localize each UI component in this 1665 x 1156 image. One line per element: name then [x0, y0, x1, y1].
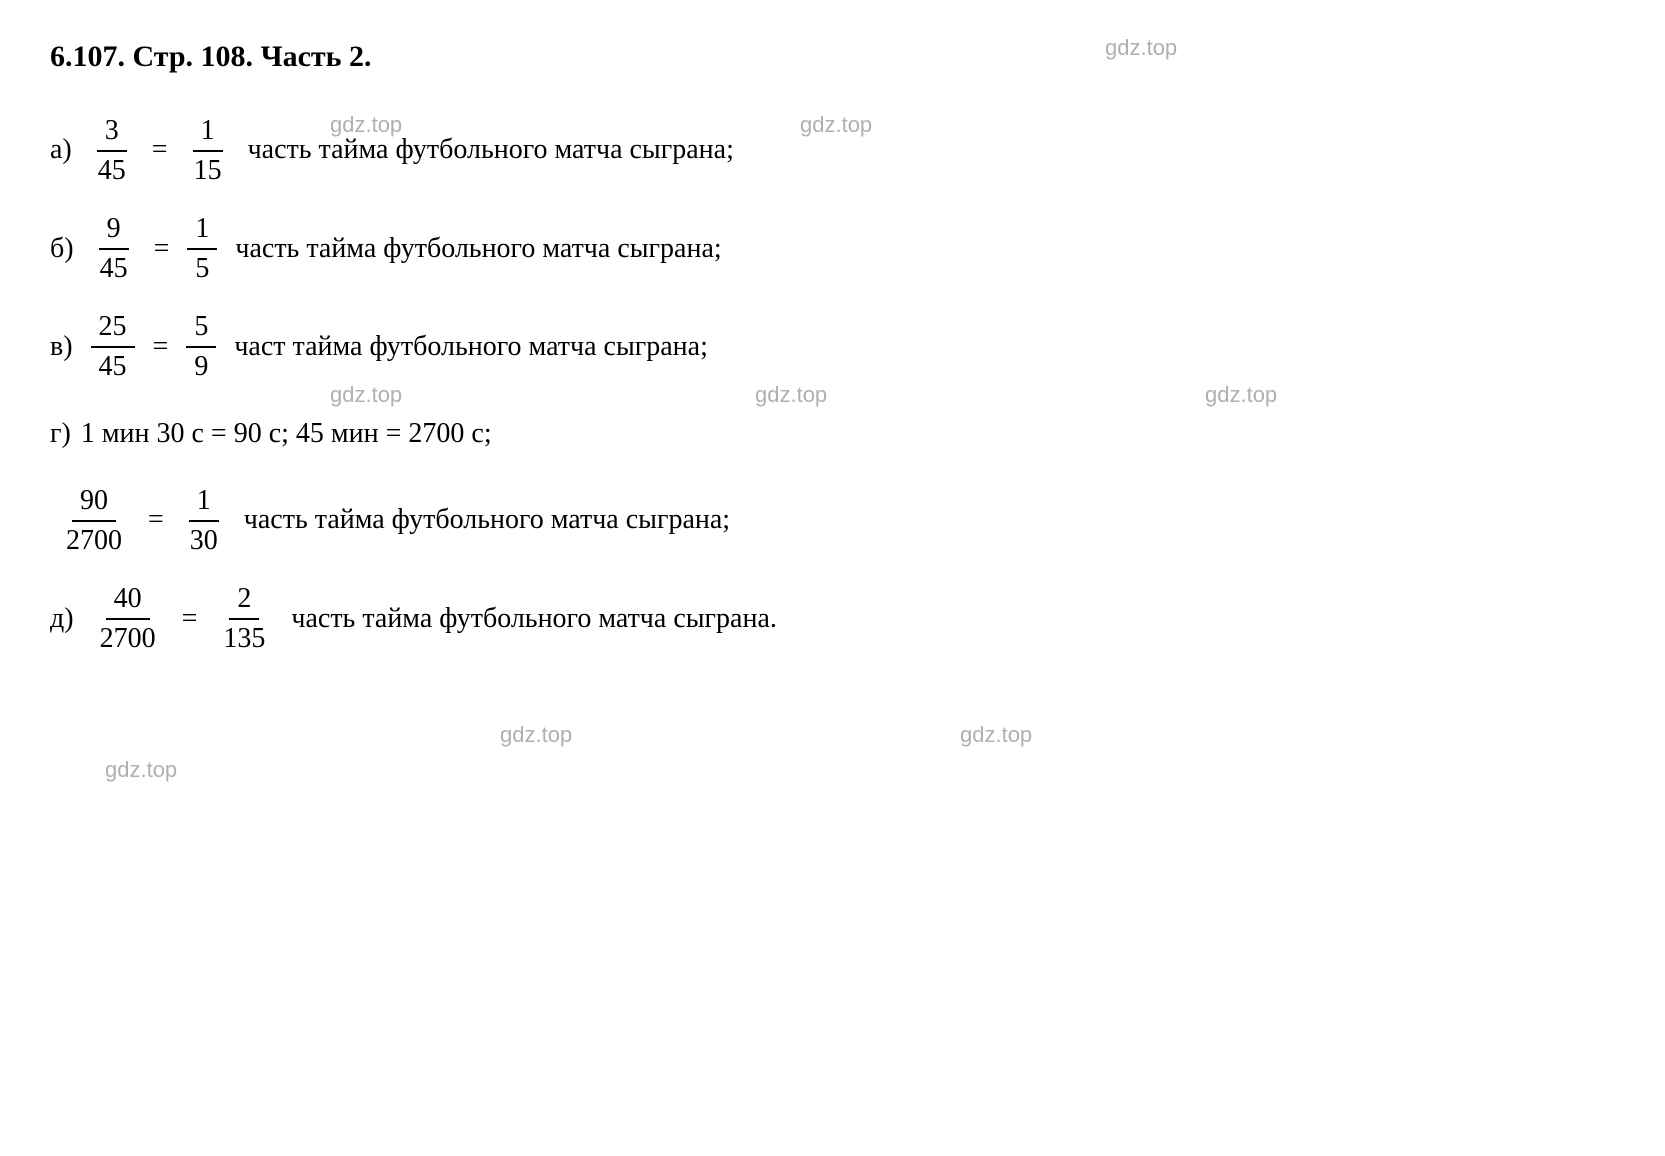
denominator: 30 [182, 522, 226, 558]
numerator: 1 [193, 114, 223, 152]
page-ref: Стр. 108. [133, 40, 254, 73]
numerator: 9 [99, 212, 129, 250]
text-b: часть тайма футбольного матча сыграна; [235, 224, 721, 274]
fraction-d-1: 40 2700 [92, 582, 164, 655]
watermark-7: gdz.top [500, 715, 572, 755]
fraction-d-2: 2 135 [215, 582, 273, 655]
fraction-g-2: 1 30 [182, 484, 226, 557]
denominator: 135 [215, 620, 273, 656]
equals-sign: = [152, 125, 168, 175]
text-g-1: 1 мин 30 с = 90 с; 45 мин = 2700 с; [81, 409, 492, 459]
problem-number: 6.107. [50, 40, 125, 73]
fraction-v-2: 5 9 [186, 310, 216, 383]
line-v: в) 25 45 = 5 9 част тайма футбольного ма… [50, 310, 1615, 383]
equals-sign: = [154, 224, 170, 274]
denominator: 2700 [58, 522, 130, 558]
numerator: 2 [229, 582, 259, 620]
watermark-8: gdz.top [960, 715, 1032, 755]
denominator: 9 [186, 348, 216, 384]
denominator: 5 [187, 250, 217, 286]
denominator: 45 [91, 348, 135, 384]
text-g-2: часть тайма футбольного матча сыграна; [244, 495, 730, 545]
numerator: 1 [189, 484, 219, 522]
numerator: 40 [106, 582, 150, 620]
watermark-9: gdz.top [105, 750, 177, 790]
line-d: д) 40 2700 = 2 135 часть тайма футбольно… [50, 582, 1615, 655]
numerator: 1 [187, 212, 217, 250]
fraction-a-1: 3 45 [90, 114, 134, 187]
label-g: г) [50, 409, 71, 459]
equals-sign: = [148, 495, 164, 545]
equals-sign: = [182, 594, 198, 644]
denominator: 45 [92, 250, 136, 286]
denominator: 2700 [92, 620, 164, 656]
label-a: а) [50, 125, 72, 175]
fraction-g-1: 90 2700 [58, 484, 130, 557]
line-b: б) 9 45 = 1 5 часть тайма футбольного ма… [50, 212, 1615, 285]
numerator: 90 [72, 484, 116, 522]
fraction-a-2: 1 15 [186, 114, 230, 187]
denominator: 45 [90, 152, 134, 188]
numerator: 25 [91, 310, 135, 348]
equals-sign: = [153, 322, 169, 372]
label-d: д) [50, 594, 74, 644]
text-v: част тайма футбольного матча сыграна; [234, 322, 708, 372]
line-a: а) 3 45 = 1 15 часть тайма футбольного м… [50, 114, 1615, 187]
label-b: б) [50, 224, 74, 274]
fraction-b-2: 1 5 [187, 212, 217, 285]
line-g-2: 90 2700 = 1 30 часть тайма футбольного м… [50, 484, 1615, 557]
problem-header: 6.107. Стр. 108. Часть 2. [50, 30, 1615, 84]
numerator: 5 [186, 310, 216, 348]
label-v: в) [50, 322, 73, 372]
fraction-v-1: 25 45 [91, 310, 135, 383]
line-g-1: г) 1 мин 30 с = 90 с; 45 мин = 2700 с; [50, 409, 1615, 459]
text-d: часть тайма футбольного матча сыграна. [291, 594, 777, 644]
numerator: 3 [97, 114, 127, 152]
denominator: 15 [186, 152, 230, 188]
part-ref: Часть 2. [261, 40, 372, 73]
fraction-b-1: 9 45 [92, 212, 136, 285]
text-a: часть тайма футбольного матча сыграна; [248, 125, 734, 175]
